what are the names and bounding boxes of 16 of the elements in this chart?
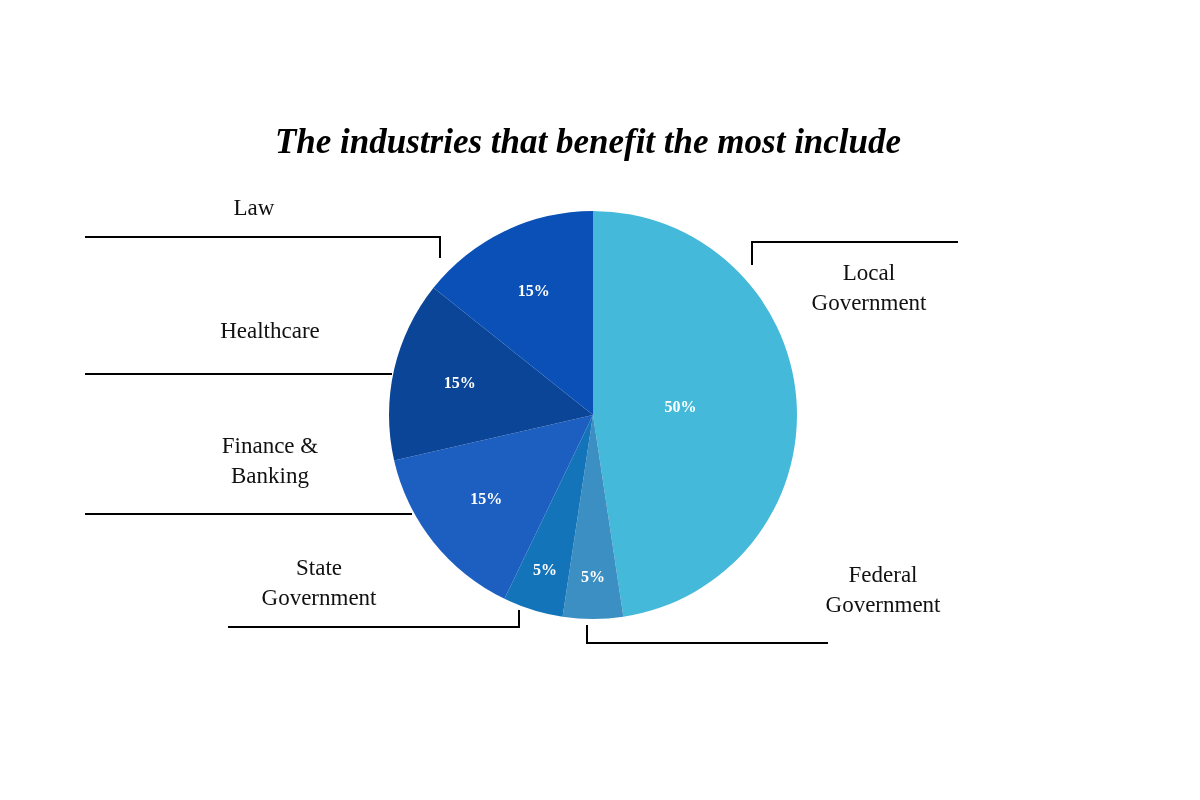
slice-label: Finance & Banking — [221, 433, 319, 489]
slice-label: Law — [233, 195, 275, 221]
data-label: 5% — [532, 560, 557, 578]
slice-label: Healthcare — [220, 318, 320, 344]
pie-slice — [433, 211, 593, 415]
pie-slice — [562, 415, 624, 619]
data-label: 15% — [470, 489, 503, 507]
data-label: 5% — [581, 567, 605, 585]
pie-slice — [389, 287, 593, 461]
slice-label: State Government — [261, 555, 378, 611]
data-label: 15% — [517, 281, 550, 299]
data-label: 15% — [443, 374, 476, 392]
slice-label: Local Government — [811, 260, 928, 316]
slice-label: Federal Government — [825, 562, 942, 618]
chart-title: The industries that benefit the most include — [274, 122, 902, 162]
data-label: 50% — [664, 398, 697, 416]
